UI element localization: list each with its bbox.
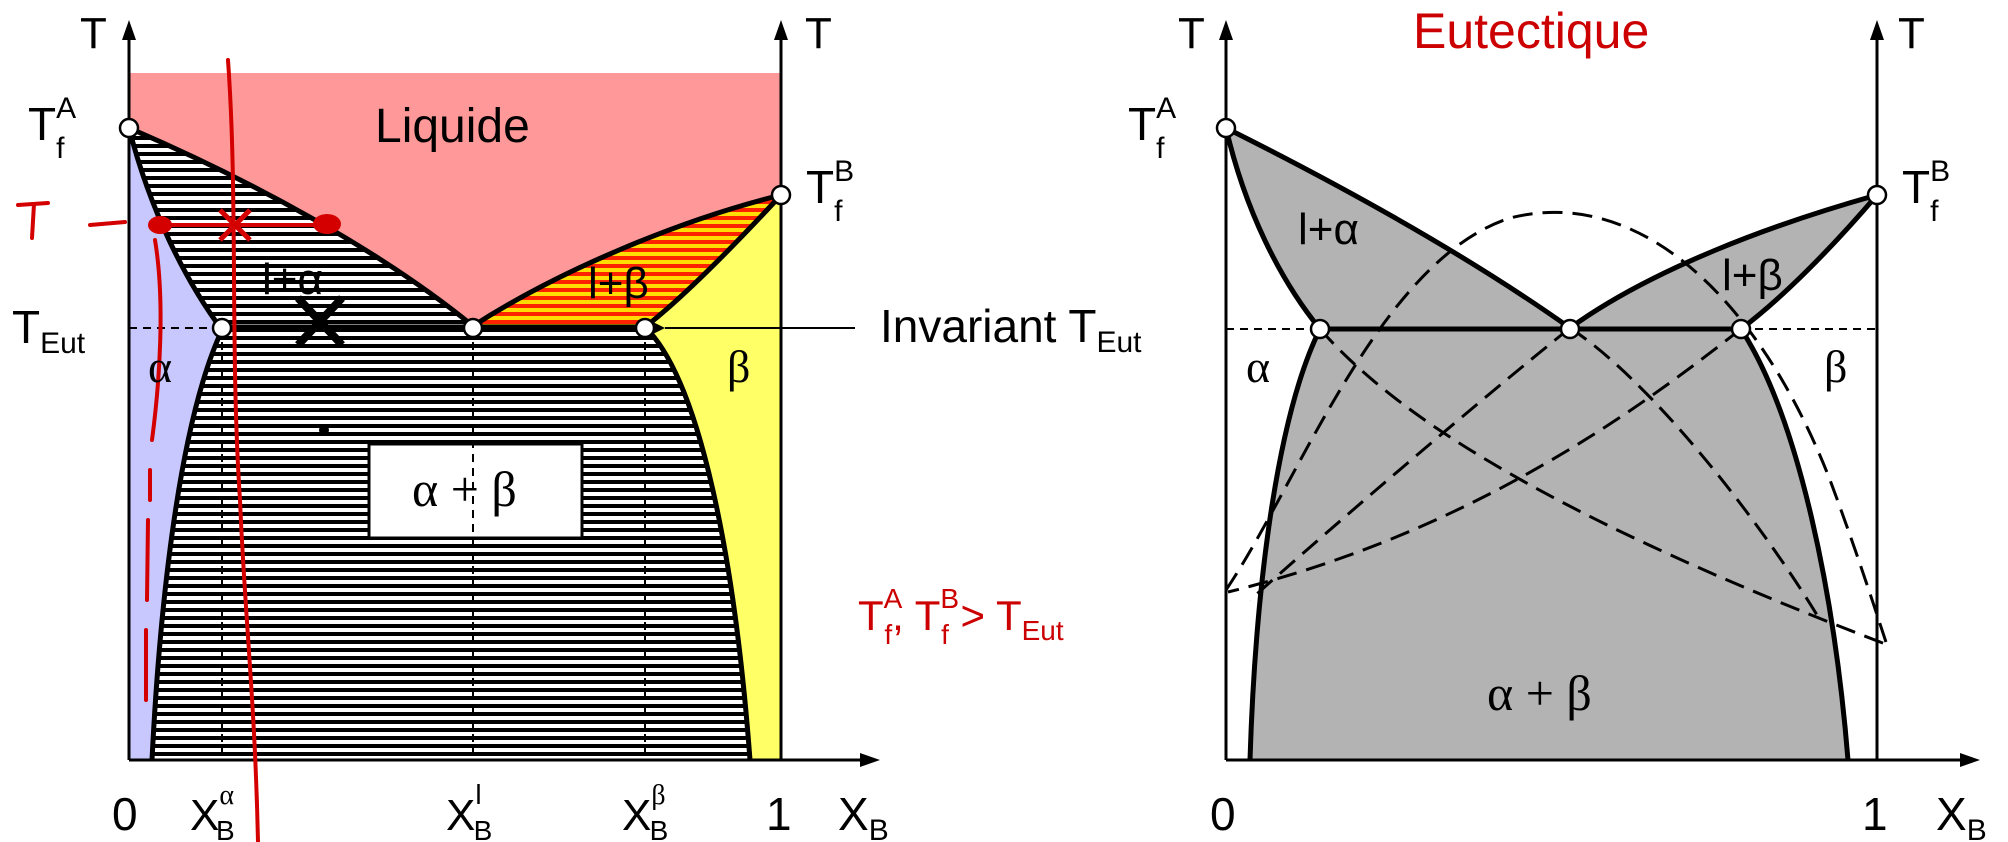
l-beta-label: l+β bbox=[588, 259, 649, 308]
handwritten-annotations bbox=[16, 58, 332, 842]
x-one-label-right: 1 bbox=[1862, 788, 1888, 840]
x-zero-label-right: 0 bbox=[1210, 788, 1236, 840]
left-diagram: T T TA f TB f TEut Liquide l+α l+β α β α +… bbox=[12, 9, 1142, 842]
condition-text: TA f, TB f > TEut bbox=[858, 583, 1064, 650]
alpha-label-right: α bbox=[1246, 341, 1270, 392]
tfa-label: TA f bbox=[28, 92, 76, 165]
eutectique-title: Eutectique bbox=[1413, 3, 1649, 59]
beta-label: β bbox=[727, 341, 750, 392]
xb-beta-label: Xβ B bbox=[622, 780, 668, 842]
xb-alpha-label: Xα B bbox=[190, 780, 235, 842]
l-alpha-label-right: l+α bbox=[1298, 205, 1359, 254]
tfa-label-right: TA f bbox=[1128, 92, 1176, 165]
beta-label-right: β bbox=[1824, 341, 1847, 392]
x-axis-label: XB bbox=[838, 788, 889, 842]
t-axis-left-label-right: T bbox=[1178, 9, 1205, 58]
t-axis-right-label-right: T bbox=[1898, 9, 1925, 58]
grey-region bbox=[1226, 128, 1877, 760]
tfb-label: TB f bbox=[806, 155, 854, 228]
t-axis-left-label: T bbox=[80, 9, 107, 58]
x-one-label: 1 bbox=[766, 788, 792, 840]
alpha-beta-label: α + β bbox=[412, 461, 517, 517]
l-beta-label-right: l+β bbox=[1722, 251, 1783, 300]
alpha-beta-box bbox=[367, 442, 584, 540]
alpha-beta-label-right: α + β bbox=[1487, 665, 1592, 721]
l-beta-region bbox=[473, 195, 781, 327]
invariant-label: Invariant TEut bbox=[880, 300, 1142, 359]
t-axis-right-label: T bbox=[805, 9, 832, 58]
alpha-label: α bbox=[148, 341, 172, 392]
x-zero-label: 0 bbox=[112, 788, 138, 840]
l-alpha-label: l+α bbox=[262, 255, 323, 304]
right-diagram: Eutectique T T TA f bbox=[1128, 3, 1987, 842]
tfb-label-right: TB f bbox=[1902, 155, 1950, 228]
teut-label: TEut bbox=[12, 301, 86, 360]
x-axis-label-right: XB bbox=[1936, 788, 1987, 842]
liquid-label: Liquide bbox=[375, 100, 530, 153]
xb-l-label: Xl B bbox=[446, 779, 492, 842]
